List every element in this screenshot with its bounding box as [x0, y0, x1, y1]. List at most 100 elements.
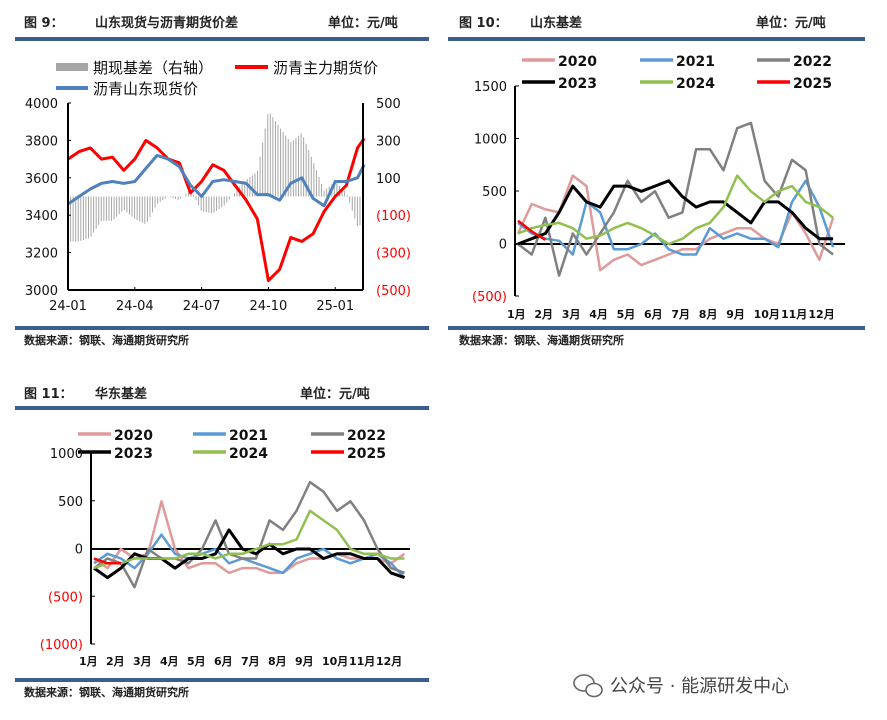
x-tick-label: 5月 — [617, 308, 636, 321]
legend-label-2024: 2024 — [229, 446, 268, 462]
x-tick-label: 6月 — [644, 308, 663, 321]
legend-label-2022: 2022 — [347, 428, 386, 444]
chart-11: 图 11： 华东基差 单位：元/吨 数据来源：钢联、海通期货研究所 2020 20… — [15, 386, 429, 699]
chart-10-bottom-rule — [448, 326, 865, 330]
y-left-tick-label: 4000 — [25, 97, 58, 112]
chart-9-figure-label: 图 9： — [24, 16, 64, 31]
chart-9-source: 数据来源：钢联、海通期货研究所 — [24, 333, 189, 347]
x-tick-label: 7月 — [671, 308, 690, 321]
x-tick-label: 6月 — [214, 655, 233, 668]
legend-spot-label: 沥青山东现货价 — [93, 80, 198, 98]
x-tick-label: 8月 — [268, 655, 287, 668]
x-tick-label: 8月 — [699, 308, 718, 321]
wechat-watermark: 公众号 · 能源研发中心 — [573, 674, 789, 698]
y-tick-label: (500) — [48, 590, 83, 605]
chart-11-title: 华东基差 — [95, 386, 147, 402]
x-tick-label: 4月 — [160, 655, 179, 668]
y-right-tick-label: (100) — [376, 209, 411, 224]
y-right-tick-label: 100 — [376, 172, 401, 187]
series-line-2021 — [517, 179, 835, 256]
y-left-tick-label: 3200 — [25, 247, 58, 262]
chart-11-figure-label: 图 11： — [24, 387, 73, 402]
legend-label-2023: 2023 — [114, 446, 153, 462]
y-tick-label: (500) — [472, 290, 507, 305]
spot-price-line — [67, 153, 366, 208]
chart-9-unit: 单位：元/吨 — [328, 15, 398, 31]
chart-9-title: 山东现货与沥青期货价差 — [95, 15, 238, 31]
x-tick-label: 12月 — [376, 655, 402, 668]
x-tick-label: 9月 — [726, 308, 745, 321]
chart-9-top-rule — [15, 37, 429, 41]
y-tick-label: 0 — [499, 238, 507, 253]
series-line-2025 — [93, 557, 121, 565]
x-tick-label: 1月 — [79, 655, 98, 668]
legend-basis-label: 期现基差（右轴） — [93, 59, 213, 77]
chart-9: 图 9： 山东现货与沥青期货价差 单位：元/吨 数据来源：钢联、海通期货研究所 … — [15, 15, 429, 347]
chart-9-bottom-rule — [15, 326, 429, 330]
legend-futures-label: 沥青主力期货价 — [273, 59, 378, 77]
chart-10-figure-label: 图 10： — [459, 16, 508, 31]
x-tick-label: 7月 — [241, 655, 260, 668]
x-tick-label: 11月 — [781, 308, 807, 321]
y-left-tick-label: 3600 — [25, 172, 58, 187]
x-tick-label: 2月 — [534, 308, 553, 321]
series-line-2025 — [517, 219, 547, 241]
x-tick-label: 24-07 — [183, 299, 221, 314]
legend-label-2023: 2023 — [558, 76, 597, 92]
x-tick-label: 2月 — [106, 655, 125, 668]
legend-label-2025: 2025 — [793, 76, 832, 92]
legend-label-2022: 2022 — [793, 54, 832, 70]
x-tick-label: 12月 — [808, 308, 834, 321]
legend-label-2024: 2024 — [676, 76, 715, 92]
legend-label-2021: 2021 — [229, 428, 268, 444]
y-right-tick-label: 500 — [376, 97, 401, 112]
futures-price-line — [67, 137, 366, 283]
x-tick-label: 1月 — [507, 308, 526, 321]
x-tick-label: 24-10 — [250, 299, 288, 314]
x-tick-label: 11月 — [349, 655, 375, 668]
series-line-2024 — [517, 174, 834, 246]
x-tick-label: 24-01 — [49, 299, 87, 314]
y-left-tick-label: 3800 — [25, 134, 58, 149]
wechat-icon — [573, 674, 603, 698]
chart-10-unit: 单位：元/吨 — [756, 15, 826, 31]
x-tick-label: 10月 — [754, 308, 780, 321]
x-tick-label: 3月 — [133, 655, 152, 668]
x-tick-label: 9月 — [295, 655, 314, 668]
x-tick-label: 3月 — [562, 308, 581, 321]
y-tick-label: 1000 — [50, 447, 83, 462]
chart-10: 图 10： 山东基差 单位：元/吨 数据来源：钢联、海通期货研究所 2020 20… — [448, 15, 865, 347]
x-tick-label: 10月 — [322, 655, 348, 668]
chart-11-source: 数据来源：钢联、海通期货研究所 — [24, 685, 189, 699]
x-tick-label: 5月 — [187, 655, 206, 668]
y-right-tick-label: (300) — [376, 247, 411, 262]
chart-11-unit: 单位：元/吨 — [300, 386, 370, 402]
chart-11-bottom-rule — [15, 678, 429, 682]
chart-11-top-rule — [15, 406, 429, 410]
chart-10-title: 山东基差 — [530, 15, 582, 31]
series-line-2023 — [517, 179, 834, 246]
series-line-2022 — [93, 480, 405, 589]
watermark-text: 公众号 · 能源研发中心 — [610, 676, 789, 697]
y-tick-label: 0 — [75, 543, 83, 558]
x-tick-label: 4月 — [589, 308, 608, 321]
y-tick-label: 500 — [482, 185, 507, 200]
y-tick-label: 1500 — [474, 80, 507, 95]
legend-basis-swatch — [56, 63, 88, 71]
legend-label-2021: 2021 — [676, 54, 715, 70]
legend-label-2020: 2020 — [114, 428, 153, 444]
chart-10-source: 数据来源：钢联、海通期货研究所 — [459, 333, 624, 347]
series-line-2024 — [93, 509, 405, 570]
y-tick-label: 1000 — [474, 133, 507, 148]
legend-label-2020: 2020 — [558, 54, 597, 70]
y-left-tick-label: 3400 — [25, 209, 58, 224]
x-tick-label: 25-01 — [316, 299, 354, 314]
y-left-tick-label: 3000 — [25, 284, 58, 299]
chart-10-top-rule — [448, 37, 865, 41]
y-tick-label: (1000) — [40, 638, 83, 653]
legend-label-2025: 2025 — [347, 446, 386, 462]
y-right-tick-label: (500) — [376, 284, 411, 299]
x-tick-label: 24-04 — [116, 299, 154, 314]
y-tick-label: 500 — [58, 495, 83, 510]
